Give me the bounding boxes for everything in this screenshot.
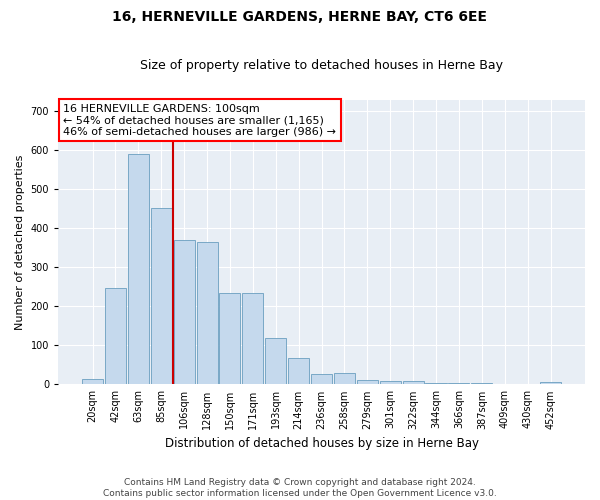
Text: 16 HERNEVILLE GARDENS: 100sqm
← 54% of detached houses are smaller (1,165)
46% o: 16 HERNEVILLE GARDENS: 100sqm ← 54% of d… xyxy=(64,104,337,137)
Bar xyxy=(265,338,286,384)
Bar xyxy=(448,383,469,384)
Bar xyxy=(197,242,218,384)
Bar xyxy=(128,154,149,384)
Title: Size of property relative to detached houses in Herne Bay: Size of property relative to detached ho… xyxy=(140,59,503,72)
Bar xyxy=(242,292,263,384)
Text: Contains HM Land Registry data © Crown copyright and database right 2024.
Contai: Contains HM Land Registry data © Crown c… xyxy=(103,478,497,498)
Bar xyxy=(311,374,332,384)
Bar xyxy=(173,240,194,384)
Bar xyxy=(151,208,172,384)
Bar xyxy=(425,383,446,384)
Bar xyxy=(540,382,561,384)
Bar xyxy=(220,292,241,384)
X-axis label: Distribution of detached houses by size in Herne Bay: Distribution of detached houses by size … xyxy=(164,437,479,450)
Bar xyxy=(82,378,103,384)
Bar xyxy=(403,382,424,384)
Bar xyxy=(105,288,126,384)
Bar xyxy=(357,380,378,384)
Bar xyxy=(334,372,355,384)
Bar xyxy=(288,358,309,384)
Y-axis label: Number of detached properties: Number of detached properties xyxy=(15,154,25,330)
Bar xyxy=(380,382,401,384)
Text: 16, HERNEVILLE GARDENS, HERNE BAY, CT6 6EE: 16, HERNEVILLE GARDENS, HERNE BAY, CT6 6… xyxy=(113,10,487,24)
